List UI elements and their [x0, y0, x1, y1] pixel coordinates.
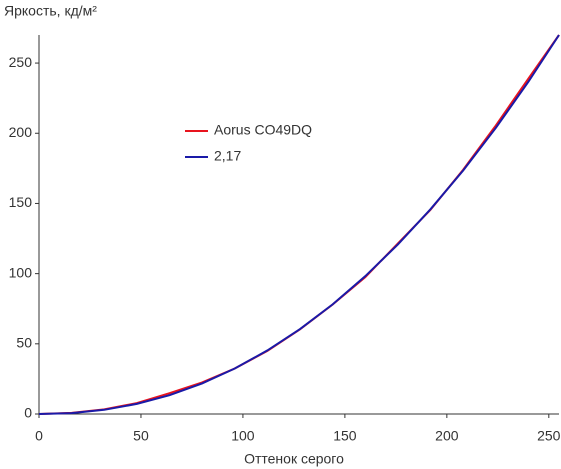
y-tick-label: 50 — [16, 335, 32, 351]
y-tick-label: 150 — [9, 194, 33, 210]
y-tick-label: 0 — [24, 405, 32, 421]
legend-label: Aorus CO49DQ — [214, 122, 312, 138]
y-tick-label: 200 — [9, 124, 33, 140]
x-tick-label: 250 — [537, 428, 561, 444]
series-line — [38, 34, 560, 415]
x-tick-label: 50 — [133, 428, 149, 444]
series-line — [38, 34, 560, 415]
x-tick-label: 150 — [333, 428, 357, 444]
legend-label: 2,17 — [214, 148, 241, 164]
x-tick-label: 200 — [435, 428, 459, 444]
y-tick-label: 100 — [9, 264, 33, 280]
x-axis-label: Оттенок серого — [244, 451, 344, 467]
x-tick-label: 0 — [35, 428, 43, 444]
y-axis-label: Яркость, кд/м² — [4, 3, 97, 19]
x-tick-label: 100 — [231, 428, 255, 444]
y-tick-label: 250 — [9, 54, 33, 70]
